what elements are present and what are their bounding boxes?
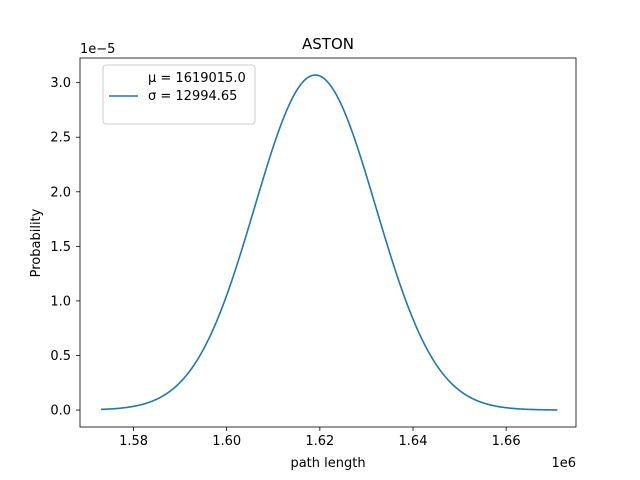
y-tick-label: 0.5: [50, 349, 71, 364]
chart-title: ASTON: [302, 35, 354, 53]
x-axis-offset-label: 1e6: [551, 456, 576, 471]
x-tick-label: 1.62: [305, 434, 334, 449]
y-tick-label: 0.0: [50, 404, 71, 419]
legend: μ = 1619015.0 σ = 12994.65: [102, 64, 256, 125]
legend-box: [102, 64, 256, 125]
series-line: [100, 74, 558, 411]
y-axis-offset-label: 1e−5: [80, 42, 115, 57]
x-axis-label: path length: [290, 456, 365, 471]
y-tick-label: 2.5: [50, 131, 71, 146]
x-tick-label: 1.66: [492, 434, 521, 449]
y-tick-label: 3.0: [50, 76, 71, 91]
series-layer: [100, 74, 558, 411]
x-tick-label: 1.64: [399, 434, 428, 449]
legend-sigma-label: σ = 12994.65: [148, 89, 237, 104]
plot-frame: [79, 57, 577, 428]
y-axis-label: Probability: [29, 208, 44, 277]
x-axis-ticks: 1.58 1.60 1.62 1.64 1.66: [119, 427, 521, 449]
y-tick-label: 2.0: [50, 185, 71, 200]
y-tick-label: 1.5: [50, 240, 71, 255]
x-tick-label: 1.60: [212, 434, 241, 449]
y-tick-label: 1.0: [50, 294, 71, 309]
x-tick-label: 1.58: [119, 434, 148, 449]
legend-mu-label: μ = 1619015.0: [148, 71, 246, 86]
y-axis-ticks: 0.0 0.5 1.0 1.5 2.0 2.5 3.0: [50, 76, 80, 419]
